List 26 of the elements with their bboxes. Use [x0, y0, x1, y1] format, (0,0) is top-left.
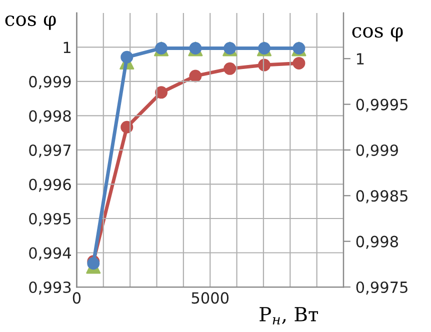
y2-tick-label: 0,998 — [356, 236, 398, 249]
y-tick-label: 0,995 — [29, 212, 71, 226]
point — [155, 86, 168, 99]
point — [189, 70, 202, 82]
y2-tick-label: 0,9985 — [356, 190, 408, 204]
y-tick-label: 0,998 — [29, 110, 71, 124]
y-tick-label: 0,996 — [29, 178, 71, 192]
y2-tick-label: 1 — [356, 53, 364, 64]
x-axis-title: P$_{н}$, Вт — [260, 307, 318, 324]
y-tick-label: 1 — [64, 42, 70, 54]
y-tick-label: 0,994 — [29, 247, 71, 260]
y2-tick-label: 0,9975 — [356, 281, 408, 295]
point — [224, 62, 236, 75]
point — [258, 58, 271, 72]
y-tick-label: 0,993 — [29, 281, 71, 295]
y2-tick-label: 0,999 — [356, 144, 398, 158]
y-tick-label: 0,999 — [29, 76, 71, 90]
point — [120, 120, 134, 134]
x-tick-label: 0 — [72, 292, 81, 304]
point — [120, 50, 134, 64]
y-tick-label: 0,997 — [29, 144, 71, 158]
y-axis-title: cos φ — [5, 15, 56, 30]
point — [292, 56, 306, 70]
y2-tick-label: 0,9995 — [356, 98, 408, 112]
y2-axis-title: cos φ — [352, 27, 403, 42]
x-tick-label: 5000 — [192, 292, 229, 304]
